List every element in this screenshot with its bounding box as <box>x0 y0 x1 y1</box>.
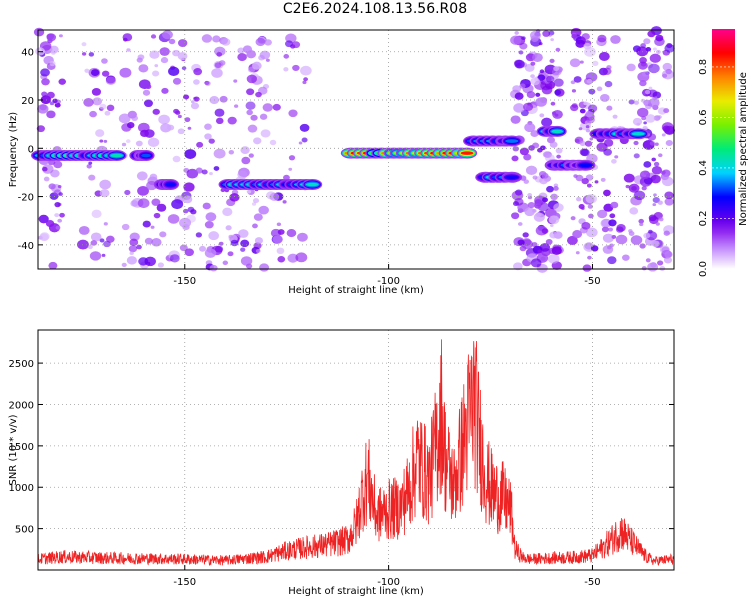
heatmap-feature <box>463 135 523 147</box>
snr-x-axis-label: Height of straight line (km) <box>288 586 424 597</box>
colorbar-tick-label: 0.4 <box>698 160 709 176</box>
heatmap-frame <box>37 29 675 270</box>
heatmap-y-tick-label: -20 <box>18 193 34 204</box>
heatmap-feature <box>153 179 180 191</box>
heatmap-feature <box>218 179 323 191</box>
heatmap-noise <box>33 26 675 273</box>
colorbar-tick-label: 0.8 <box>698 59 709 75</box>
chart-title: C2E6.2024.108.13.56.R08 <box>282 1 468 17</box>
colorbar-tick-label: 0.2 <box>698 211 709 227</box>
colorbar-tick-label: 0.0 <box>698 261 709 277</box>
snr-y-tick-label: 2500 <box>9 359 34 370</box>
heatmap-x-tick-label: -50 <box>584 276 600 287</box>
heatmap-feature <box>129 150 155 162</box>
heatmap-y-tick-label: 0 <box>28 144 34 155</box>
colorbar <box>712 29 735 269</box>
heatmap-feature <box>544 159 596 171</box>
heatmap-y-tick-label: -40 <box>18 241 34 252</box>
heatmap-y-tick-label: 20 <box>21 96 34 107</box>
heatmap-x-axis-label: Height of straight line (km) <box>288 285 424 296</box>
snr-x-tick-label: -50 <box>584 577 600 588</box>
heatmap-feature <box>340 147 478 159</box>
heatmap-feature <box>475 171 523 183</box>
snr-y-tick-label: 500 <box>15 525 34 536</box>
heatmap-feature <box>31 150 127 162</box>
snr-y-tick-label: 2000 <box>9 400 34 411</box>
heatmap-feature <box>536 125 567 137</box>
snr-x-tick-label: -100 <box>377 577 400 588</box>
colorbar-tick-label: 0.6 <box>698 109 709 125</box>
heatmap-y-axis-label: Frequency (Hz) <box>8 112 19 188</box>
snr-y-axis-label: SNR (10 * v/v) <box>8 414 19 485</box>
snr-x-tick-label: -150 <box>173 577 196 588</box>
heatmap-feature <box>589 128 649 140</box>
snr-series-line <box>37 339 675 567</box>
heatmap-x-tick-label: -150 <box>173 276 196 287</box>
heatmap-x-tick-label: -100 <box>377 276 400 287</box>
snr-frame <box>37 329 675 571</box>
colorbar-label: Normalized spectral amplitude <box>738 72 749 226</box>
snr-y-tick-label: 1000 <box>9 483 34 494</box>
heatmap-y-tick-label: 40 <box>21 48 34 59</box>
snr-y-tick-label: 1500 <box>9 442 34 453</box>
